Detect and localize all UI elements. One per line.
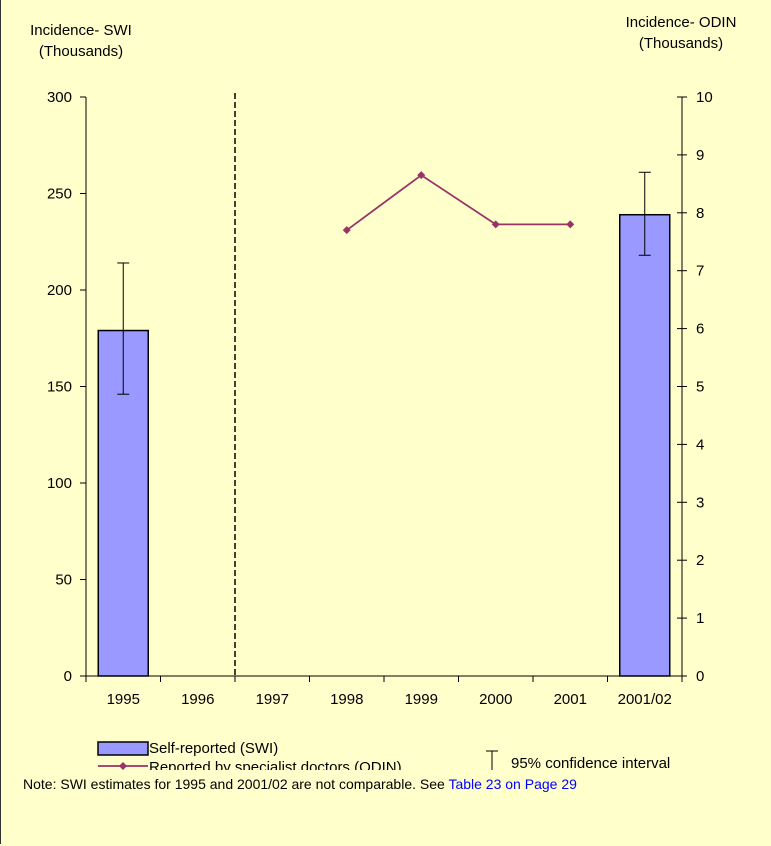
legend-ci-label: 95% confidence interval <box>511 755 670 770</box>
left-tick-label: 0 <box>64 668 72 685</box>
left-tick-label: 50 <box>55 572 72 589</box>
legend-bar-label: Self-reported (SWI) <box>149 740 278 757</box>
right-tick-label: 8 <box>696 205 704 222</box>
right-tick-label: 1 <box>696 610 704 627</box>
bars-layer <box>97 171 671 677</box>
right-tick-label: 10 <box>696 89 713 106</box>
left-tick-label: 300 <box>47 89 72 106</box>
odin-marker <box>491 220 500 229</box>
right-tick-label: 9 <box>696 147 704 164</box>
x-tick-label: 1998 <box>330 691 363 708</box>
x-tick-label: 1996 <box>181 691 214 708</box>
left-axis-title: (Thousands) <box>39 43 123 60</box>
left-tick-label: 250 <box>47 186 72 203</box>
footnote: Note: SWI estimates for 1995 and 2001/02… <box>23 776 577 792</box>
odin-marker <box>417 171 426 180</box>
odin-marker <box>566 220 575 229</box>
left-tick-label: 200 <box>47 282 72 299</box>
legend-line-label: Reported by specialist doctors (ODIN) <box>149 759 402 770</box>
right-tick-label: 5 <box>696 379 704 396</box>
left-tick-label: 150 <box>47 379 72 396</box>
legend-bar-swatch <box>97 741 149 756</box>
right-tick-label: 0 <box>696 668 704 685</box>
right-axis-title: (Thousands) <box>639 35 723 52</box>
legend-layer: Self-reported (SWI) Reported by specialis… <box>97 740 670 776</box>
left-tick-label: 100 <box>47 475 72 492</box>
odin-line <box>346 174 571 231</box>
x-tick-label: 1999 <box>405 691 438 708</box>
x-tick-label: 1995 <box>107 691 140 708</box>
x-tick-label: 2001/02 <box>618 691 672 708</box>
right-tick-label: 3 <box>696 494 704 511</box>
x-tick-label: 2000 <box>479 691 512 708</box>
legend-line-marker <box>119 762 127 770</box>
odin-marker <box>342 226 351 235</box>
footnote-text: Note: SWI estimates for 1995 and 2001/02… <box>23 776 449 792</box>
right-tick-label: 6 <box>696 321 704 338</box>
x-tick-label: 1997 <box>256 691 289 708</box>
table-23-link[interactable]: Table 23 on Page 29 <box>448 776 577 792</box>
x-tick-label: 2001 <box>554 691 587 708</box>
right-tick-label: 2 <box>696 552 704 569</box>
line-layer <box>342 171 575 235</box>
bar-2001/02 <box>619 213 671 677</box>
right-tick-label: 4 <box>696 436 704 453</box>
left-axis-title: Incidence- SWI <box>30 22 132 39</box>
right-axis-title: Incidence- ODIN <box>626 14 737 31</box>
axes-layer: Incidence- SWI (Thousands) Incidence- ODIN… <box>30 14 736 708</box>
chart-svg: Incidence- SWI (Thousands) Incidence- ODIN… <box>30 14 736 776</box>
right-tick-label: 7 <box>696 263 704 280</box>
